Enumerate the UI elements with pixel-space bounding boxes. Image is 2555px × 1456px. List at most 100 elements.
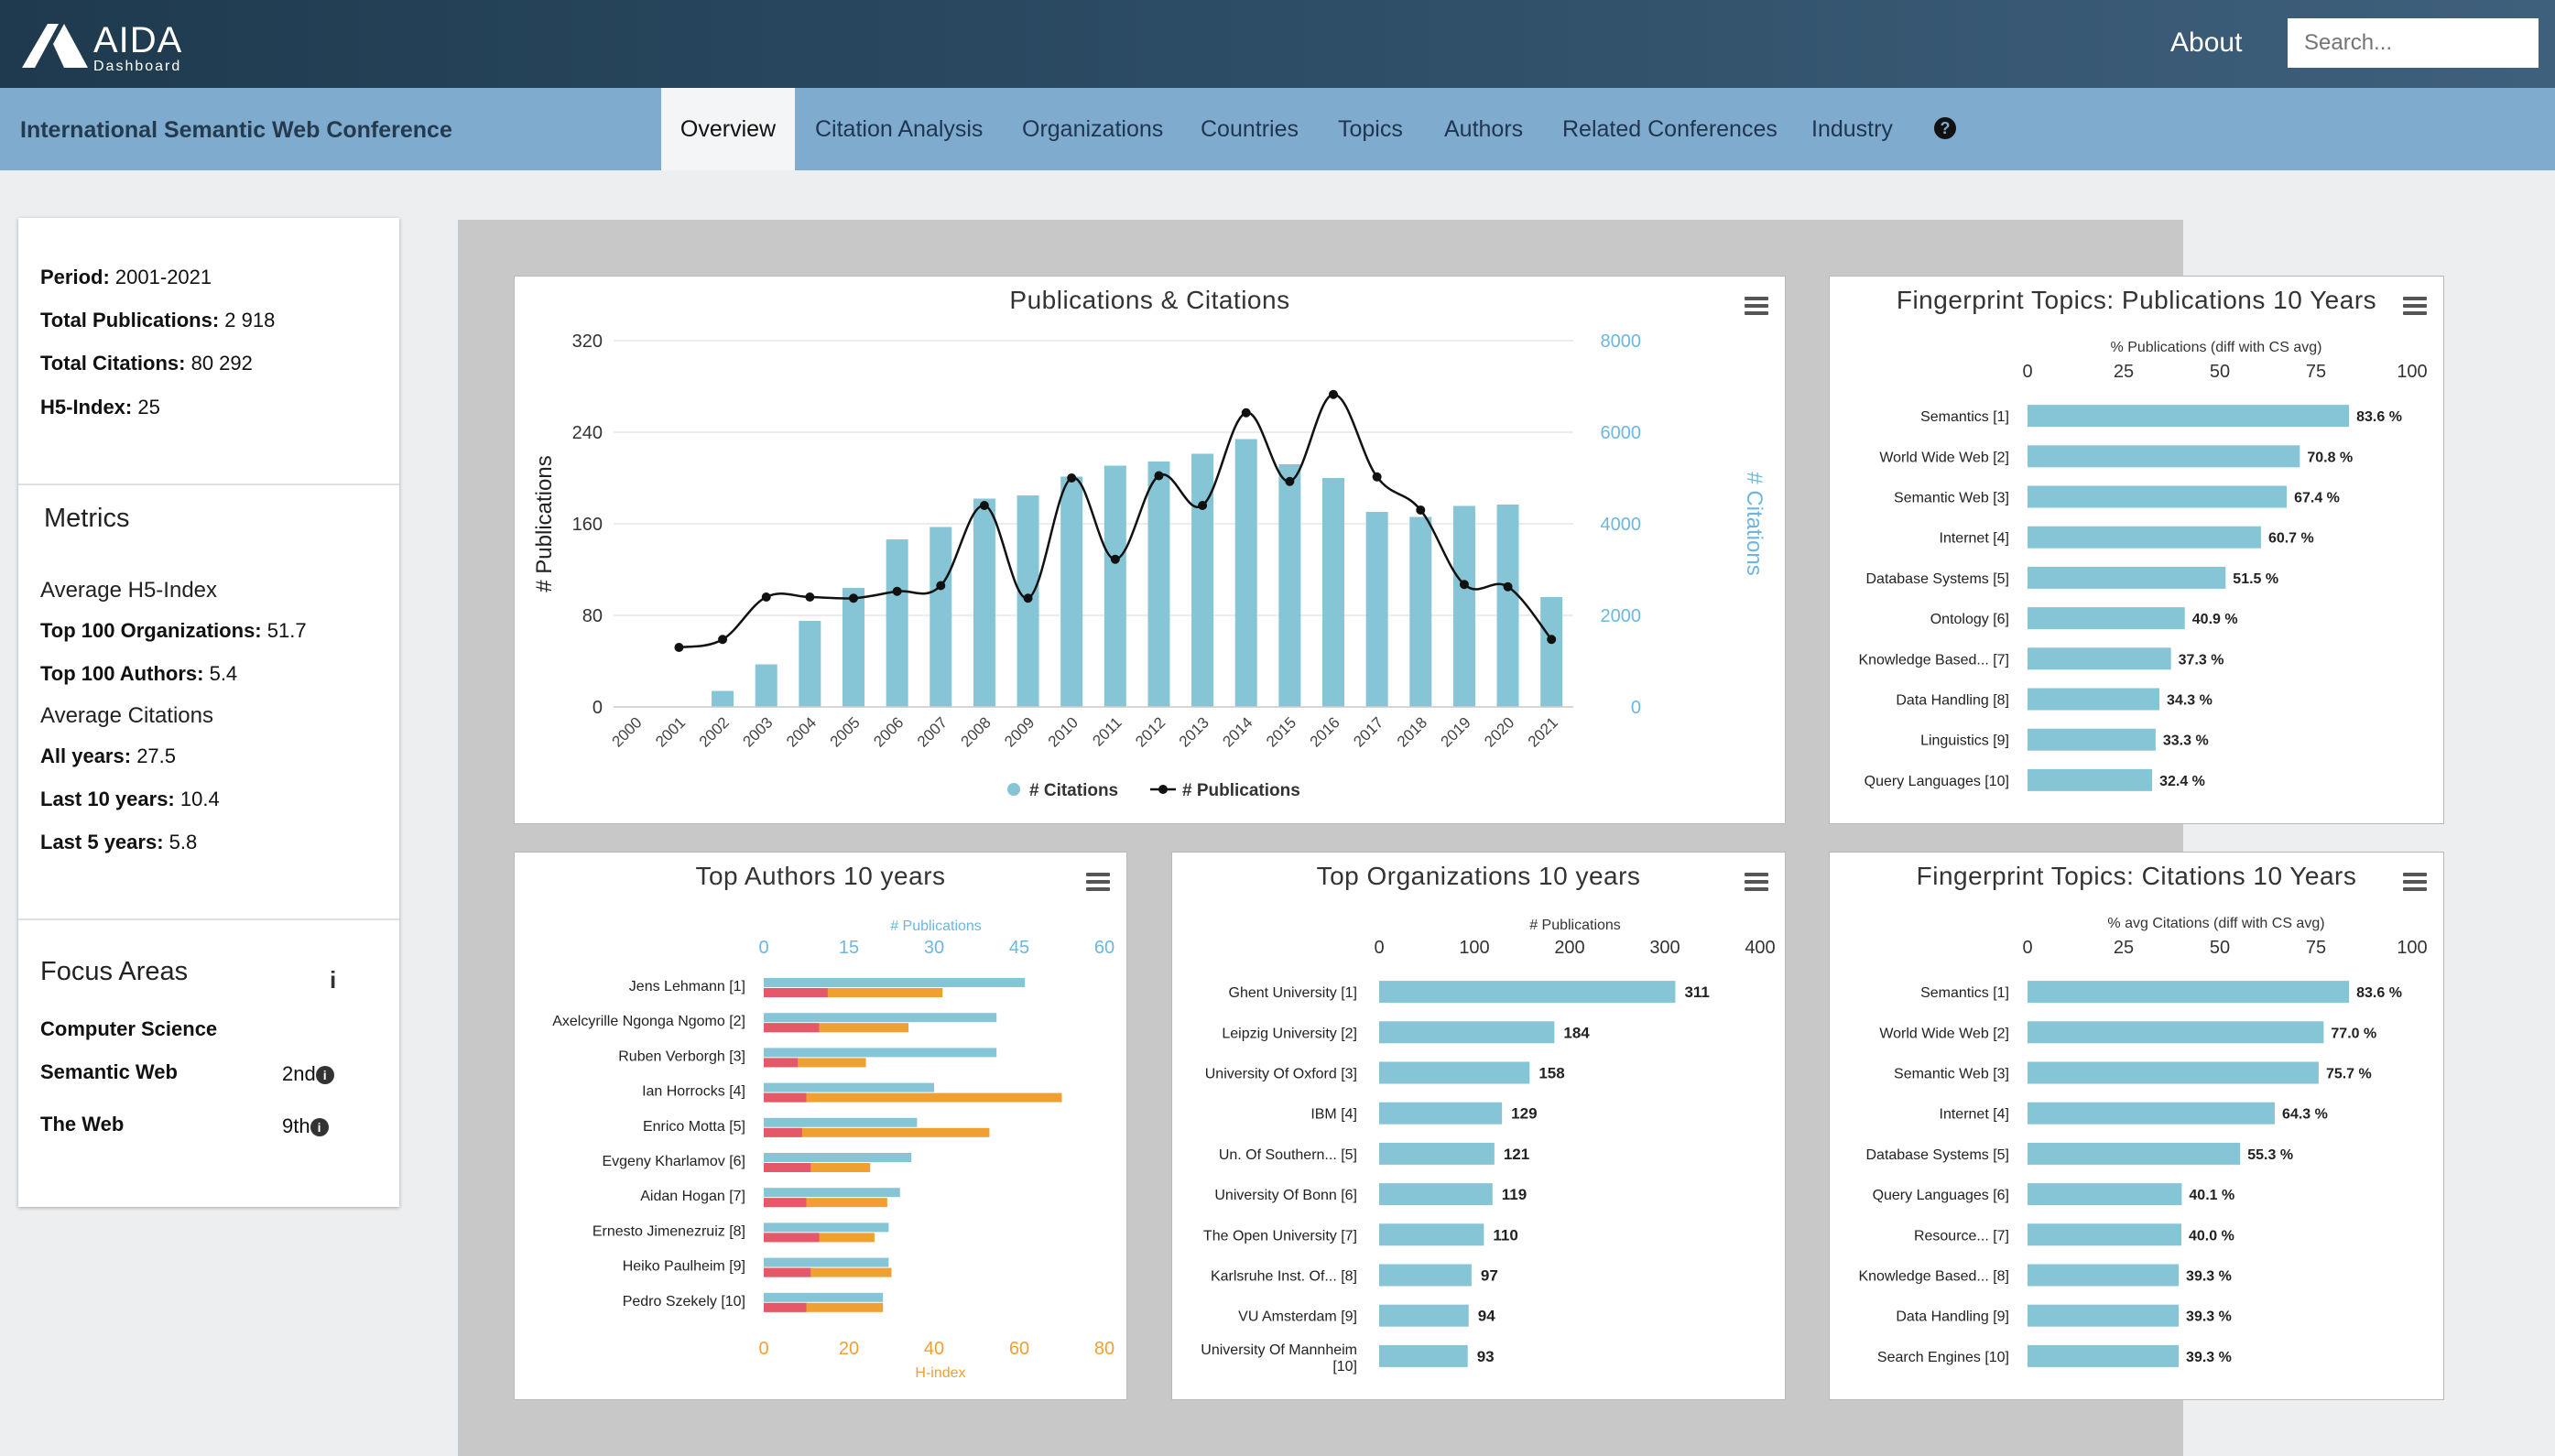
x-tick-label: 2014 xyxy=(1219,713,1256,750)
category-label: Search Engines [10] xyxy=(1877,1350,2009,1365)
tab-related-conferences[interactable]: Related Conferences xyxy=(1562,116,1778,142)
aida-logo[interactable]: AIDA Dashboard xyxy=(22,20,205,75)
bottom-tick-label: 60 xyxy=(1009,1339,1029,1359)
focus-item: Semantic Web xyxy=(40,1060,178,1083)
publication-point xyxy=(1547,635,1557,645)
chart-title: Fingerprint Topics: Citations 10 Years xyxy=(1916,862,2357,890)
bar-value-label: 39.3 % xyxy=(2186,1350,2232,1365)
x-tick-label: 100 xyxy=(2397,362,2427,382)
bar-value-label: 93 xyxy=(1477,1348,1495,1365)
x-tick-label: 2004 xyxy=(783,713,820,750)
publication-point xyxy=(1023,593,1033,603)
x-tick-label: 2005 xyxy=(827,713,864,750)
publication-point xyxy=(936,581,946,591)
author-label: Enrico Motta [5] xyxy=(643,1119,745,1135)
menu-icon[interactable] xyxy=(1745,873,1768,891)
category-label: World Wide Web [2] xyxy=(1879,1026,2009,1041)
organization-bar xyxy=(1379,1344,1468,1367)
menu-icon[interactable] xyxy=(2403,873,2427,891)
h-index-bar xyxy=(764,1163,871,1172)
publication-point xyxy=(718,635,728,645)
x-tick-label: 100 xyxy=(2397,938,2427,958)
chart-title: Top Authors 10 years xyxy=(695,862,946,890)
info-icon[interactable]: i xyxy=(315,1066,334,1084)
topic-bar xyxy=(2028,1344,2180,1367)
category-label: Data Handling [9] xyxy=(1896,1309,2009,1325)
organization-label: University Of Bonn [6] xyxy=(1214,1188,1357,1203)
citation-bar xyxy=(1060,476,1083,707)
legend-publications-marker xyxy=(1158,785,1168,794)
topic-bar xyxy=(2028,981,2350,1004)
y-tick-label-right: 2000 xyxy=(1601,606,1642,626)
x-tick-label: 0 xyxy=(2022,938,2032,958)
x-axis-title: # Publications xyxy=(1529,918,1621,933)
citation-bar xyxy=(1278,464,1301,707)
x-tick-label: 75 xyxy=(2306,362,2326,382)
x-tick-label: 2002 xyxy=(696,713,733,750)
tab-topics[interactable]: Topics xyxy=(1338,116,1403,142)
bar-value-label: 129 xyxy=(1511,1105,1537,1123)
author-label: Heiko Paulheim [9] xyxy=(623,1259,745,1275)
focus-item: Computer Science xyxy=(40,1017,218,1040)
overlay-bar xyxy=(764,988,828,997)
author-label: Jens Lehmann [1] xyxy=(629,979,745,994)
bar-value-label: 67.4 % xyxy=(2294,491,2340,506)
x-tick-label: 2010 xyxy=(1045,713,1082,750)
focus-rank: 2nd i xyxy=(282,1062,334,1086)
x-tick-label: 2000 xyxy=(608,713,645,750)
bar-value-label: 83.6 % xyxy=(2356,985,2402,1001)
topic-bar xyxy=(2028,1102,2276,1125)
topic-bar xyxy=(2028,445,2300,468)
x-tick-label: 2006 xyxy=(870,713,907,750)
x-tick-label: 2009 xyxy=(1001,713,1038,750)
about-link[interactable]: About xyxy=(2170,27,2243,58)
citation-bar xyxy=(1322,478,1344,707)
tab-citation-analysis[interactable]: Citation Analysis xyxy=(815,116,984,142)
x-tick-label: 300 xyxy=(1649,938,1680,958)
conference-title: International Semantic Web Conference xyxy=(20,117,452,143)
info-icon[interactable]: i xyxy=(310,1118,329,1136)
conference-nav: International Semantic Web Conference Ov… xyxy=(0,88,2555,170)
menu-icon[interactable] xyxy=(1745,297,1768,315)
menu-icon[interactable] xyxy=(1086,873,1110,891)
info-icon[interactable]: i xyxy=(330,966,337,994)
category-label: World Wide Web [2] xyxy=(1879,450,2009,465)
bar-value-label: 311 xyxy=(1684,983,1709,1001)
x-tick-label: 2007 xyxy=(914,713,951,750)
author-label: Ian Horrocks [4] xyxy=(642,1084,745,1100)
overlay-bar xyxy=(764,1267,811,1277)
tab-authors[interactable]: Authors xyxy=(1444,116,1524,142)
author-label: Axelcyrille Ngonga Ngomo [2] xyxy=(552,1014,745,1029)
metric-all-years: All years: 27.5 xyxy=(40,744,177,767)
organization-label-rank: [10] xyxy=(1332,1359,1357,1375)
publication-point xyxy=(1503,581,1513,592)
organization-bar xyxy=(1379,1223,1484,1246)
category-label: Knowledge Based... [8] xyxy=(1858,1269,2009,1285)
x-tick-label: 0 xyxy=(2022,362,2032,382)
tab-countries[interactable]: Countries xyxy=(1201,116,1299,142)
organization-label: Leipzig University [2] xyxy=(1222,1026,1357,1041)
topic-bar xyxy=(2028,647,2171,670)
overlay-bar xyxy=(764,1023,820,1033)
category-label: Semantics [1] xyxy=(1920,985,2009,1001)
topic-bar xyxy=(2028,1183,2182,1206)
tab-overview[interactable]: Overview xyxy=(661,88,795,170)
publications-bar xyxy=(764,1257,889,1267)
publication-point xyxy=(1372,472,1382,482)
tab-organizations[interactable]: Organizations xyxy=(1022,116,1164,142)
search-input[interactable] xyxy=(2288,18,2539,68)
x-tick-label: 25 xyxy=(2114,362,2134,382)
menu-icon[interactable] xyxy=(2403,297,2427,315)
fingerprint-publications-card: Fingerprint Topics: Publications 10 Year… xyxy=(1829,276,2444,824)
question-circle-icon[interactable]: ? xyxy=(1934,117,1956,139)
organization-bar xyxy=(1379,1102,1503,1125)
bar-value-label: 184 xyxy=(1563,1024,1590,1041)
y-tick-label-right: 4000 xyxy=(1601,515,1642,535)
y-tick-label-left: 240 xyxy=(572,423,603,443)
citation-bar xyxy=(1496,505,1519,707)
metric-last-5-years: Last 5 years: 5.8 xyxy=(40,831,198,853)
organization-label: Un. Of Southern... [5] xyxy=(1219,1147,1357,1163)
bar-value-label: 77.0 % xyxy=(2331,1026,2376,1041)
tab-industry[interactable]: Industry xyxy=(1811,116,1893,142)
top-tick-label: 60 xyxy=(1094,938,1114,958)
